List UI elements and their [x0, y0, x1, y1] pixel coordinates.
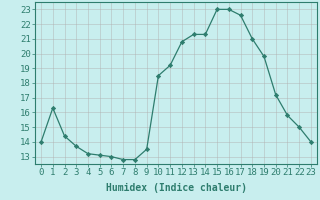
X-axis label: Humidex (Indice chaleur): Humidex (Indice chaleur)	[106, 183, 246, 193]
